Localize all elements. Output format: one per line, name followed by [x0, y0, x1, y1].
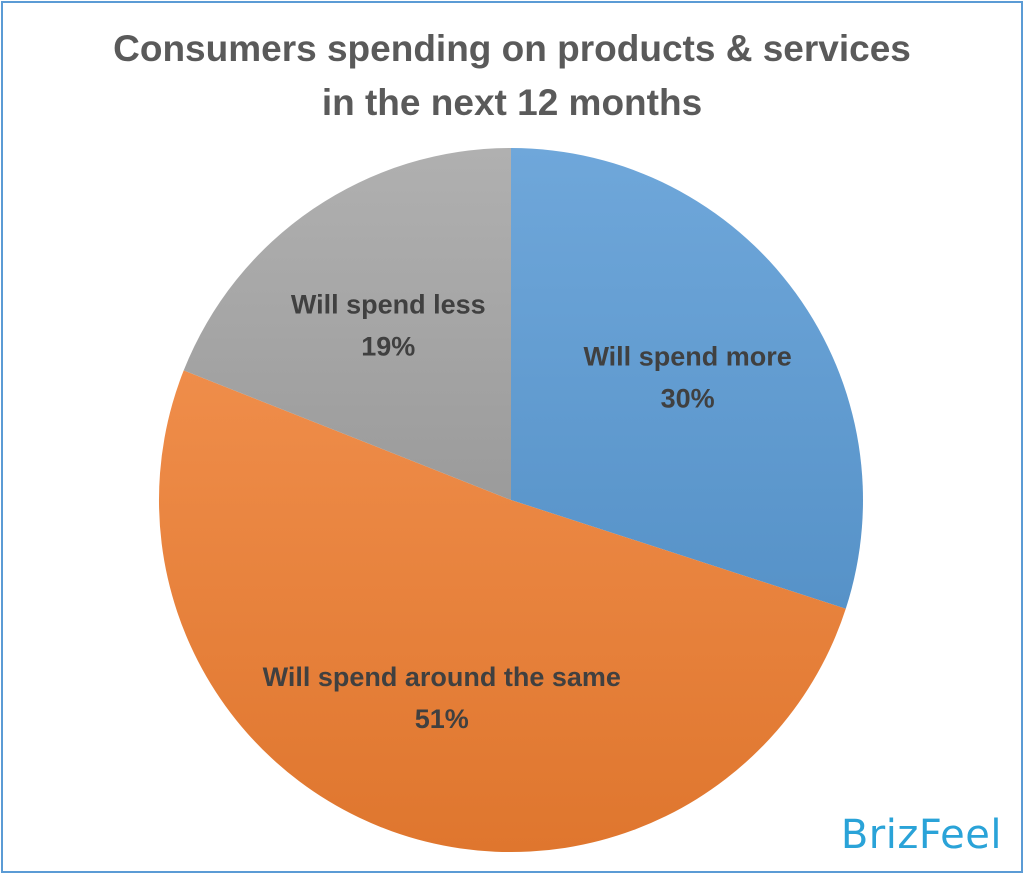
pie-labels: Will spend more 30% Will spend around the … — [263, 290, 792, 735]
pie-label-percent: 30% — [661, 384, 715, 414]
pie-label-name: Will spend less — [291, 290, 486, 320]
pie-label-name: Will spend around the same — [263, 662, 621, 692]
pie-slice-will-spend-around-the-same — [158, 370, 846, 853]
brand-logo: BrizFeel — [840, 812, 1002, 858]
pie-slices — [158, 147, 863, 853]
chart-title-line-1: Consumers spending on products & service… — [113, 28, 911, 69]
pie-label-percent: 19% — [361, 332, 415, 362]
pie-slice-will-spend-more — [511, 148, 863, 609]
pie-slice-will-spend-less — [183, 147, 511, 500]
chart-title: Consumers spending on products & service… — [0, 22, 1024, 130]
pie-label-name: Will spend more — [583, 342, 791, 372]
pie-label-percent: 51% — [415, 704, 469, 734]
chart-title-line-2: in the next 12 months — [321, 82, 703, 123]
